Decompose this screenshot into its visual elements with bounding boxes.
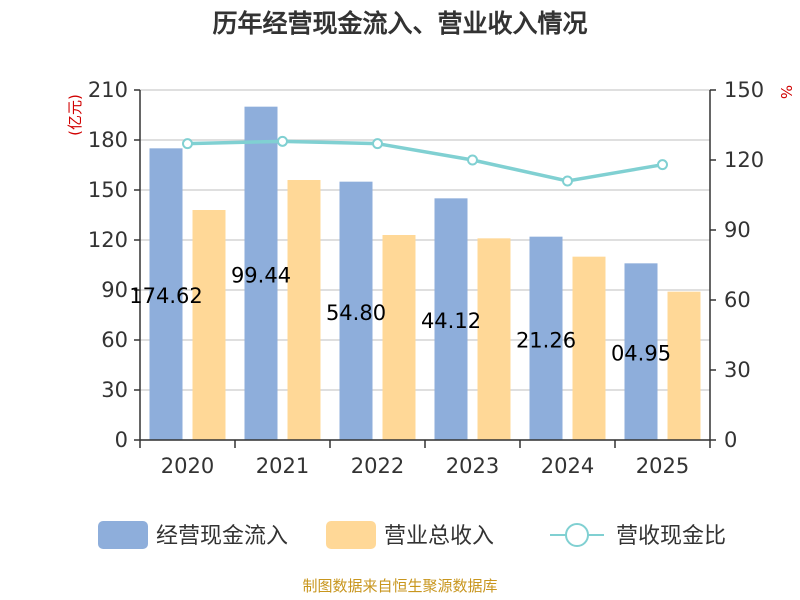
bar-cash-inflow bbox=[529, 236, 563, 440]
legend-swatch bbox=[98, 521, 148, 549]
right-tick-label: 0 bbox=[724, 428, 737, 452]
left-tick-label: 210 bbox=[88, 78, 128, 102]
right-tick-label: 120 bbox=[724, 148, 764, 172]
left-tick-label: 90 bbox=[101, 278, 128, 302]
data-label: 99.44 bbox=[231, 263, 291, 287]
gridlines bbox=[140, 89, 710, 441]
left-tick-label: 30 bbox=[101, 378, 128, 402]
legend-swatch bbox=[326, 521, 376, 549]
ratio-point bbox=[372, 138, 383, 150]
x-tick-label: 2024 bbox=[541, 454, 594, 478]
x-tick-label: 2023 bbox=[446, 454, 499, 478]
axes: 0 30 60 90 120 150 180 210 0 30 60 90 120 150 2020 2021… bbox=[88, 78, 764, 478]
data-label: 44.12 bbox=[421, 309, 481, 333]
left-axis-unit: (亿元) bbox=[66, 94, 84, 136]
x-tick-label: 2025 bbox=[636, 454, 689, 478]
chart-title: 历年经营现金流入、营业收入情况 bbox=[212, 9, 587, 38]
bar-cash-inflow bbox=[434, 198, 468, 440]
source-note: 制图数据来自恒生聚源数据库 bbox=[302, 577, 497, 595]
right-axis-unit: % bbox=[777, 85, 795, 99]
bar-cash-inflow bbox=[339, 181, 373, 440]
left-tick-label: 180 bbox=[88, 128, 128, 152]
ratio-line-path bbox=[187, 139, 663, 183]
bar-revenue bbox=[192, 210, 226, 440]
x-tick-label: 2021 bbox=[256, 454, 309, 478]
legend-label: 经营现金流入 bbox=[156, 524, 288, 549]
right-tick-label: 90 bbox=[724, 218, 751, 242]
ratio-point bbox=[277, 135, 288, 147]
legend: 经营现金流入 营业总收入 营收现金比 bbox=[98, 521, 726, 549]
left-tick-label: 60 bbox=[101, 328, 128, 352]
right-tick-label: 150 bbox=[724, 78, 764, 102]
ratio-point bbox=[562, 175, 573, 187]
data-labels: 174.62 99.44 54.80 44.12 21.26 04.95 bbox=[129, 263, 671, 365]
ratio-point bbox=[467, 154, 478, 166]
x-tick-label: 2020 bbox=[161, 454, 214, 478]
bar-cash-inflow bbox=[244, 106, 278, 441]
legend-label: 营业总收入 bbox=[384, 524, 494, 549]
left-tick-label: 120 bbox=[88, 228, 128, 252]
x-tick-label: 2022 bbox=[351, 454, 404, 478]
bar-revenue bbox=[667, 291, 701, 440]
bar-revenue bbox=[572, 256, 606, 440]
legend-marker bbox=[565, 523, 589, 547]
right-tick-label: 30 bbox=[724, 358, 751, 382]
bar-revenue bbox=[287, 180, 321, 440]
data-label: 21.26 bbox=[516, 328, 576, 352]
ratio-line bbox=[182, 135, 668, 187]
left-tick-label: 0 bbox=[115, 428, 128, 452]
data-label: 04.95 bbox=[611, 342, 671, 366]
bars bbox=[149, 106, 701, 441]
data-label: 174.62 bbox=[129, 284, 202, 308]
ratio-point bbox=[182, 138, 193, 150]
data-label: 54.80 bbox=[326, 301, 386, 325]
bar-cash-inflow bbox=[624, 263, 658, 440]
bar-revenue bbox=[477, 238, 511, 440]
legend-label: 营收现金比 bbox=[616, 524, 726, 549]
right-tick-label: 60 bbox=[724, 288, 751, 312]
ratio-point bbox=[657, 159, 668, 171]
bar-cash-inflow bbox=[149, 148, 183, 441]
left-tick-label: 150 bbox=[88, 178, 128, 202]
bar-revenue bbox=[382, 235, 416, 440]
